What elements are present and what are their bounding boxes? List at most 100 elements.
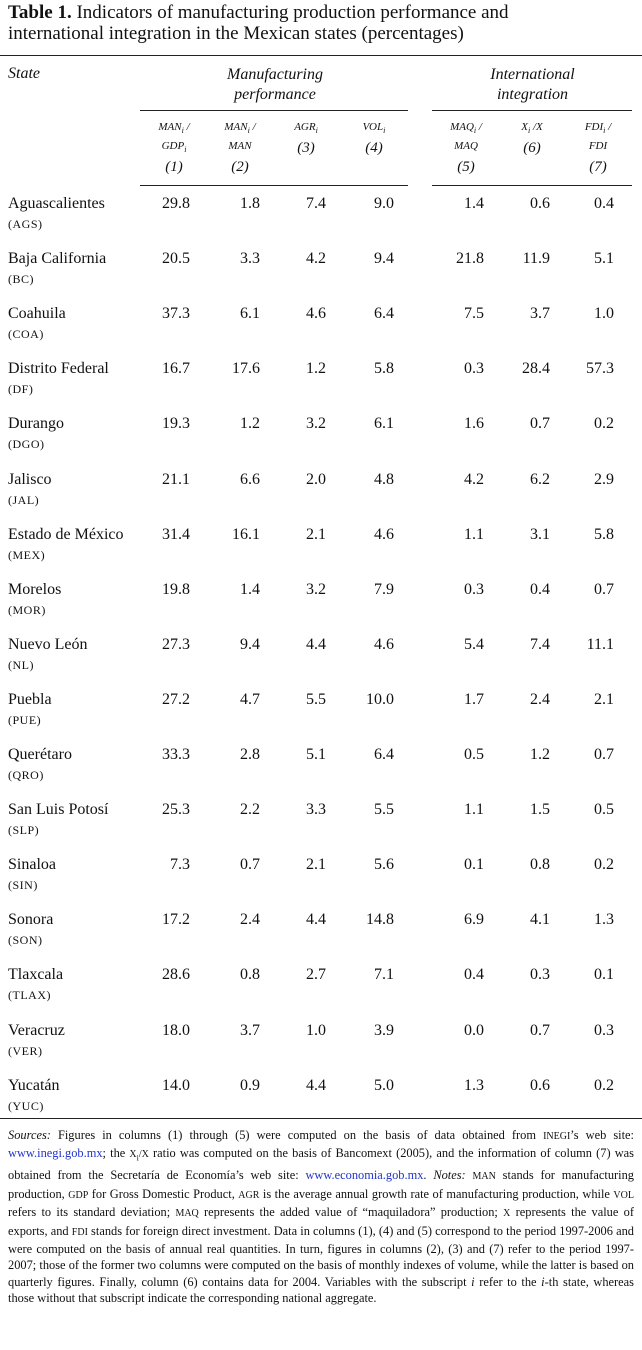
cell-value: 3.7 [240,1021,260,1039]
header-text: MAN [158,121,182,133]
footnote-text: refers to its standard deviation; [8,1205,176,1220]
rule [0,1118,642,1119]
state-abbr: (SLP) [8,823,40,838]
column-header: MAQi / [426,121,506,135]
state-name: Aguascalientes [8,195,105,212]
cell-value: 28.6 [162,966,190,984]
cell-value: 4.6 [374,525,394,543]
footnote-sc: VOL [613,1189,634,1201]
cell-value: 0.2 [594,1076,614,1094]
state-name: Tlaxcala [8,966,64,984]
cell-value: 0.5 [594,801,614,819]
footnote-text: is the average annual growth rate of man… [259,1186,614,1201]
cell-value: 0.1 [464,856,484,874]
footnote-text: ; the [102,1146,130,1161]
cell-value: 0.8 [240,966,260,984]
footnote-italic: Notes: [433,1168,466,1183]
state-name: San Luis Potosí [8,801,109,819]
cell-value: 2.1 [594,690,614,708]
cell-value: 6.6 [240,470,260,488]
column-header: VOLi [334,121,414,135]
state-name: Sonora [8,911,54,929]
header-text: FDI [588,140,608,152]
state-abbr: (DGO) [8,437,45,452]
cell-value: 9.4 [374,250,394,268]
footnote-text [466,1168,473,1182]
header-text: MAN [224,121,248,133]
column-header: AGRi [266,121,346,135]
state-name: Morelos [8,580,62,598]
cell-value: 0.0 [464,1021,484,1039]
cell-value: 0.3 [594,1021,614,1039]
cell-value: 6.9 [464,911,484,929]
cell-value: 33.3 [162,746,190,763]
state-name: Durango [8,415,64,433]
footnote-sc: MAQ [175,1208,199,1220]
cell-value: 6.4 [374,746,394,763]
column-header: (3) [266,140,346,157]
cell-value: 1.3 [464,1076,484,1094]
footnote: Sources: Figures in columns (1) through … [8,1127,634,1307]
cell-value: 0.7 [594,746,614,763]
cell-value: 1.2 [240,415,260,433]
subscript: i [527,126,531,136]
group-header: Manufacturing performance [227,66,323,103]
footnote-text: -th state, whereas those without that su… [8,1274,634,1306]
state-abbr: (COA) [8,327,44,342]
cell-value: 3.7 [530,305,550,323]
footnote-sc: AGR [238,1189,260,1201]
state-abbr: (SON) [8,933,43,948]
cell-value: 4.4 [306,1076,326,1094]
cell-value: 0.3 [464,360,484,378]
cell-value: 11.9 [522,250,550,268]
state-name: Estado de México [8,525,124,543]
state-name: Distrito Federal [8,360,109,378]
cell-value: 4.1 [530,911,550,929]
cell-value: 20.5 [162,250,190,268]
subscript: i [315,126,318,136]
cell-value: 7.1 [374,966,394,984]
rule [140,185,408,186]
column-header: (6) [492,140,572,157]
cell-value: 6.1 [240,305,260,323]
cell-value: 0.2 [594,415,614,433]
cell-value: 57.3 [586,360,614,378]
cell-value: 2.1 [306,525,326,543]
cell-value: 5.1 [594,250,614,268]
cell-value: 3.2 [306,415,326,433]
header-text: MAN [228,140,252,152]
group-header: International integration [490,66,575,103]
cell-value: 10.0 [366,690,394,708]
column-header: (4) [334,140,414,157]
footnote-italic: Sources: [8,1128,51,1142]
cell-value: 0.7 [240,856,260,874]
cell-value: 4.6 [306,305,326,323]
cell-value: 7.3 [170,856,190,874]
cell-value: 1.1 [464,801,484,819]
state-abbr: (MEX) [8,547,46,562]
cell-value: 16.1 [232,525,260,543]
cell-value: 17.2 [162,911,190,929]
column-header: FDIi / [558,121,638,135]
subscript: i [383,126,386,136]
state-abbr: (NL) [8,657,34,672]
state-abbr: (BC) [8,272,34,287]
cell-value: 21.1 [162,470,190,488]
cell-value: 11.1 [586,635,614,653]
cell-value: 17.6 [232,360,260,378]
cell-value: 3.9 [374,1021,394,1039]
state-header: State [8,65,40,82]
subscript: i [247,126,250,136]
header-text: (1) [165,159,183,175]
cell-value: 16.7 [162,360,190,378]
cell-value: 6.4 [374,305,394,323]
cell-value: 1.5 [530,801,550,819]
footnote-text: represents the added value of “maquilado… [198,1205,504,1220]
rule [140,110,408,111]
cell-value: 4.2 [306,250,326,268]
cell-value: 1.3 [594,911,614,929]
cell-value: 0.7 [530,415,550,433]
cell-value: 14.0 [162,1076,190,1094]
header-text: VOL [362,121,384,133]
